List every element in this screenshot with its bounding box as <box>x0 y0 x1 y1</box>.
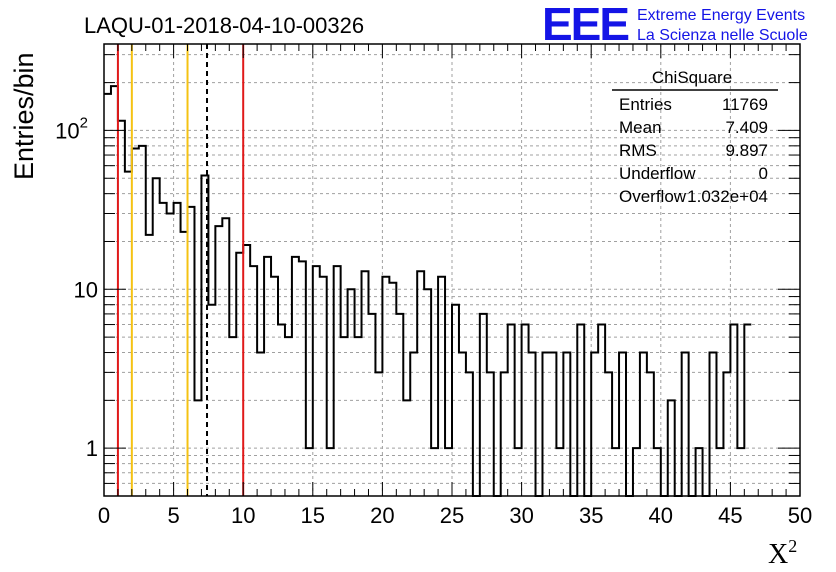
stats-label: RMS <box>619 141 657 160</box>
tick-labels: 0 5 10 15 20 25 30 35 40 45 50 1 10 102 <box>55 114 812 528</box>
axis-ticks <box>103 44 801 496</box>
x-tick-label: 10 <box>231 503 255 528</box>
stats-rows: Entries 11769 Mean 7.409 RMS 9.897 Underflow 0 O… <box>619 95 768 206</box>
eee-logo: EEE Extreme Energy Events La Scienza nel… <box>542 0 808 50</box>
x-axis-title-sup: 2 <box>788 536 797 556</box>
stats-value: 7.409 <box>725 118 768 137</box>
x-axis-title: X2 <box>768 536 797 570</box>
x-tick-label: 50 <box>788 503 812 528</box>
stats-value: 11769 <box>722 95 768 114</box>
stats-value: 0 <box>759 164 768 183</box>
stats-value: 9.897 <box>725 141 768 160</box>
histogram-series <box>104 85 752 497</box>
y-axis-title: Entries/bin <box>9 52 39 180</box>
x-tick-label: 5 <box>167 503 179 528</box>
logo-line-1: Extreme Energy Events <box>637 7 805 24</box>
reference-lines <box>116 44 245 496</box>
logo-line-2: La Scienza nelle Scuole <box>637 27 808 44</box>
stats-label: Mean <box>619 118 662 137</box>
x-tick-label: 15 <box>301 503 325 528</box>
stats-box: ChiSquare Entries 11769 Mean 7.409 RMS 9.897 U… <box>612 68 778 206</box>
stats-value: 1.032e+04 <box>687 187 768 206</box>
x-tick-label: 40 <box>649 503 673 528</box>
stats-box-name: ChiSquare <box>652 68 732 87</box>
x-tick-label: 0 <box>98 503 110 528</box>
x-tick-label: 35 <box>579 503 603 528</box>
chart-title: LAQU-01-2018-04-10-00326 <box>84 13 364 38</box>
x-tick-label: 45 <box>718 503 742 528</box>
histogram-outline <box>104 85 752 497</box>
logo-mark: EEE <box>542 0 628 50</box>
stats-label: Overflow <box>619 187 687 206</box>
stats-label: Underflow <box>619 164 696 183</box>
y-tick-label: 102 <box>55 114 88 143</box>
x-tick-label: 20 <box>370 503 394 528</box>
y-tick-label: 1 <box>86 436 98 461</box>
stats-label: Entries <box>619 95 672 114</box>
x-tick-label: 25 <box>440 503 464 528</box>
y-tick-label: 10 <box>74 277 98 302</box>
x-tick-label: 30 <box>509 503 533 528</box>
